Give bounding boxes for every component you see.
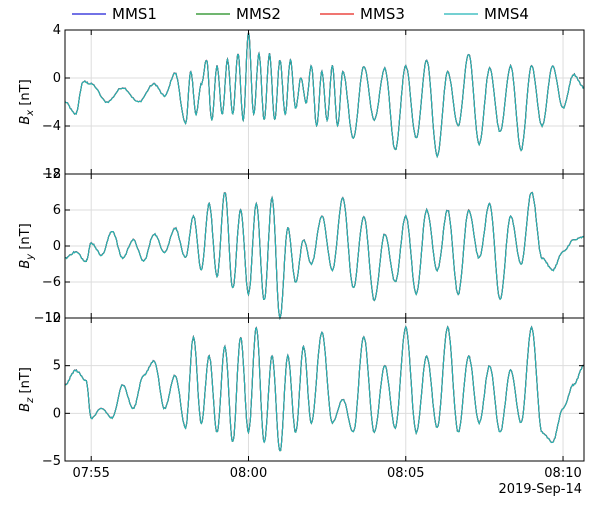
y-axis-label-bz: Bz [nT] [18, 367, 36, 412]
y-tick-label-bx: 0 [53, 71, 61, 86]
series-by-mms4 [64, 191, 585, 321]
y-tick-label-bx: 4 [53, 23, 61, 38]
y-tick-label-by: 12 [44, 167, 61, 182]
y-axis-label-subscript: y [25, 253, 36, 261]
y-tick-label-by: 0 [53, 239, 61, 254]
y-tick-label-bz: −5 [42, 454, 61, 469]
y-axis-label-symbol: B [18, 260, 33, 269]
legend-label-mms3: MMS3 [360, 5, 405, 23]
y-tick-label-by: −12 [34, 311, 61, 326]
y-axis-label-unit: [nT] [18, 223, 33, 253]
y-axis-label-by: By [nT] [18, 223, 36, 268]
x-tick-label: 08:00 [230, 466, 267, 481]
series-bx-mms4 [64, 30, 585, 159]
y-tick-label-bz: 5 [53, 359, 61, 374]
panel-frame-bz [64, 317, 585, 462]
y-axis-label-bx: Bx [nT] [18, 79, 36, 124]
legend-label-mms2: MMS2 [236, 5, 281, 23]
y-axis-label-subscript: z [25, 397, 36, 404]
y-tick-label-bz: 10 [44, 311, 61, 326]
y-axis-label-symbol: B [18, 403, 33, 412]
x-tick-label: 08:10 [544, 466, 581, 481]
y-tick-label-bx: −8 [42, 167, 61, 182]
series-bz-mms4 [64, 325, 585, 452]
y-tick-label-bz: 0 [53, 406, 61, 421]
y-tick-label-by: −6 [42, 275, 61, 290]
x-tick-label: 08:05 [387, 466, 424, 481]
y-axis-label-symbol: B [18, 116, 33, 125]
legend-label-mms1: MMS1 [112, 5, 157, 23]
legend-label-mms4: MMS4 [484, 5, 529, 23]
y-tick-label-bx: −4 [42, 119, 61, 134]
y-axis-label-subscript: x [25, 110, 36, 117]
y-axis-label-unit: [nT] [18, 367, 33, 397]
y-axis-label-unit: [nT] [18, 79, 33, 109]
y-tick-label-by: 6 [53, 203, 61, 218]
x-date-label: 2019-Sep-14 [498, 482, 582, 497]
x-tick-label: 07:55 [72, 466, 109, 481]
